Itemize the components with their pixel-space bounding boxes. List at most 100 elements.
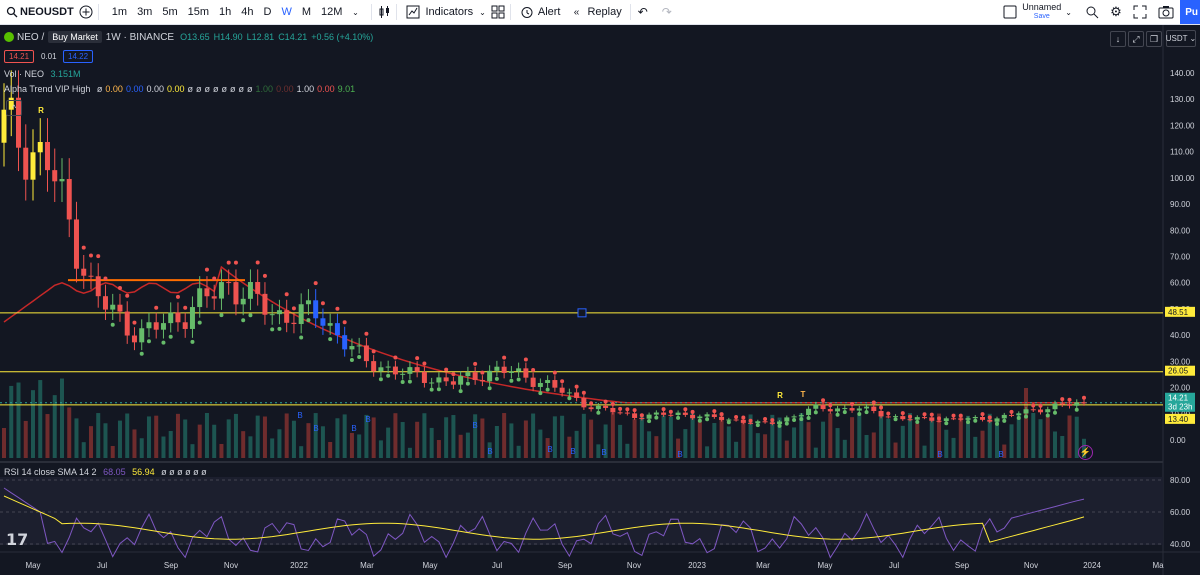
timeframe-3m[interactable]: 3m (137, 6, 153, 18)
signal-dot (364, 331, 369, 336)
volume-bar (516, 445, 521, 458)
volume-bar (625, 443, 630, 458)
templates-grid-icon[interactable] (490, 4, 506, 20)
volume-bar (38, 380, 43, 458)
signal-dot (567, 396, 572, 401)
timeframe-1h[interactable]: 1h (219, 6, 232, 18)
camera-icon[interactable] (1158, 4, 1174, 20)
rewind-icon: « (573, 6, 580, 18)
volume-bar (299, 446, 304, 458)
chevron-down-icon[interactable]: ⌄ (352, 7, 359, 17)
alert-button[interactable]: Alert (515, 0, 565, 24)
signal-dot (306, 318, 311, 323)
volume-bar (270, 438, 275, 458)
signal-dot (154, 305, 159, 310)
layout-checkbox[interactable] (1002, 4, 1018, 20)
candle-body (153, 322, 159, 330)
scroll-down-button[interactable]: ↓ (1110, 31, 1126, 47)
time-axis-label: Ma (1152, 561, 1164, 570)
volume-bar (197, 424, 202, 458)
timeframe-d[interactable]: D (263, 6, 272, 18)
maximize-pane-button[interactable]: ⤢ (1128, 31, 1144, 47)
fullscreen-icon[interactable] (1132, 4, 1148, 20)
redo-icon[interactable]: ↷ (661, 5, 672, 19)
price-label-text: 48.51 (1168, 308, 1189, 317)
candle-body (581, 397, 587, 408)
signal-dot (763, 416, 768, 421)
alpha-trend-value: 9.01 (337, 84, 356, 94)
volume-bar (763, 434, 768, 458)
chart-area[interactable]: 140.00 130.00 120.00 110.00 100.00 90.00 80.00… (0, 25, 1200, 575)
rsi-legend: RSI 14 close SMA 14 2 68.05 56.94 ø ø ø … (4, 467, 207, 477)
restore-pane-button[interactable]: ❐ (1146, 31, 1162, 47)
candle-body (711, 414, 717, 417)
alpha-trend-value: 1.00 (296, 84, 315, 94)
candle-body (907, 419, 913, 421)
signal-dot (1024, 414, 1029, 419)
signal-dot (821, 398, 826, 403)
collapse-legend-button[interactable]: ^ (6, 100, 22, 116)
pane-separator[interactable] (0, 461, 1163, 463)
candle-body (661, 412, 667, 415)
chart-canvas[interactable]: 140.00 130.00 120.00 110.00 100.00 90.00 80.00… (0, 25, 1200, 575)
quick-search-icon[interactable] (1084, 4, 1100, 20)
candle-body (44, 142, 50, 171)
volume-bar (676, 438, 681, 458)
timeframe-4h[interactable]: 4h (241, 6, 254, 18)
timeframe-15m[interactable]: 15m (187, 6, 210, 18)
buy-price-box[interactable]: 14.22 (63, 50, 94, 63)
volume-bar (212, 424, 217, 458)
lightning-icon[interactable]: ⚡ (1078, 445, 1093, 460)
undo-icon[interactable]: ↶ (637, 5, 648, 19)
candle-body (23, 147, 29, 180)
signal-dot (632, 408, 637, 413)
timeframe-1m[interactable]: 1m (111, 6, 128, 18)
volume-bar (545, 438, 550, 458)
timeframe-w[interactable]: W (281, 6, 292, 18)
timeframe-m[interactable]: M (301, 6, 312, 18)
rsi-sma-line (3, 495, 1085, 543)
timeframe-12m[interactable]: 12M (321, 6, 343, 18)
alpha-trend-value: ø (247, 84, 253, 94)
candle-body (233, 282, 239, 305)
candle-body (139, 328, 145, 343)
signal-dot (560, 379, 565, 384)
candle-body (291, 322, 297, 325)
candle-body (646, 414, 652, 419)
currency-select[interactable]: USDT ⌄ (1166, 30, 1196, 47)
compare-symbol-icon[interactable] (78, 4, 94, 20)
legend-high: H14.90 (213, 32, 243, 42)
volume-bar (639, 413, 644, 458)
volume-bar (944, 429, 949, 458)
settings-gear-icon[interactable]: ⚙ (1110, 4, 1122, 19)
chevron-down-icon[interactable]: ⌄ (1065, 7, 1072, 17)
symbol-search[interactable]: NEOUSDT (0, 0, 78, 24)
signal-dot (197, 320, 202, 325)
buy-market-tooltip[interactable]: Buy Market (48, 31, 102, 43)
signal-dot (487, 386, 492, 391)
volume-bar (697, 420, 702, 458)
candle-body (1, 109, 7, 143)
timeframe-5m[interactable]: 5m (162, 6, 178, 18)
signal-dot (502, 355, 507, 360)
volume-bar (893, 442, 898, 458)
top-toolbar: NEOUSDT 1m 3m 5m 15m 1h 4h D W M 12M ⌄ I… (0, 0, 1200, 25)
signal-dot (574, 384, 579, 389)
drawing-anchor-handle[interactable] (577, 308, 587, 318)
signal-dot (922, 412, 927, 417)
signal-dot (335, 306, 340, 311)
sell-price-box[interactable]: 14.21 (4, 50, 35, 63)
publish-button[interactable]: Pu (1180, 0, 1200, 24)
candle-body (508, 371, 514, 373)
indicators-button[interactable]: Indicators ⌄ (401, 0, 489, 24)
layout-name-group[interactable]: Unnamed Save (1022, 3, 1061, 21)
volume-bar (922, 445, 927, 458)
tradingview-logo-icon[interactable]: 17 (6, 530, 29, 549)
candle-type-icon[interactable] (376, 4, 392, 20)
buy-signal-marker: B (570, 447, 575, 456)
volume-bar (226, 419, 231, 458)
signal-dot (226, 260, 231, 265)
volume-bar (175, 413, 180, 458)
volume-bar (386, 427, 391, 458)
replay-button[interactable]: « Replay (564, 0, 625, 24)
